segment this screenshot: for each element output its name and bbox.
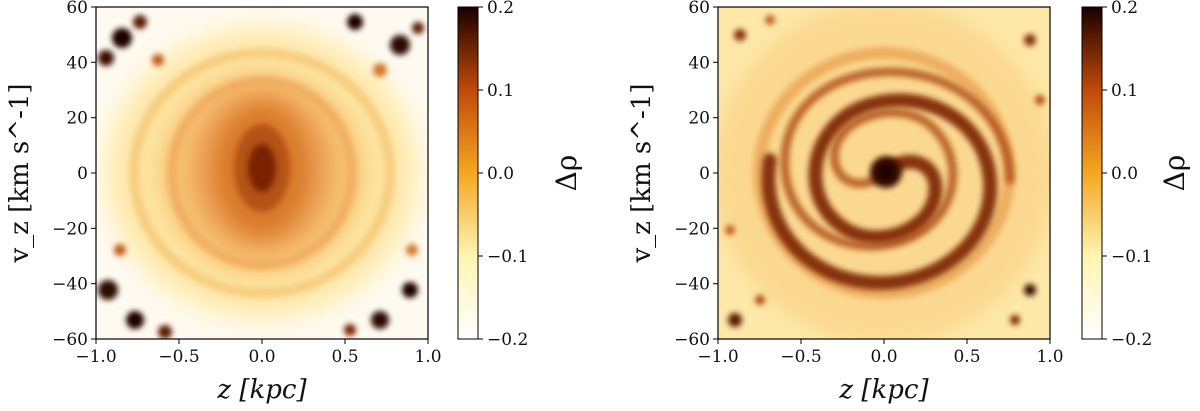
cbar-tick-label-1-0: −0.2 [487,330,528,350]
y-tick-label-1-3: 0 [77,164,88,184]
cbar-tick-label-2-1: −0.1 [1111,247,1152,267]
y-axis-2: −60 −40 −20 0 20 40 60 v_z [km s^-1] [627,0,718,350]
y-tick-label-1-5: 40 [66,53,88,73]
y-tick-label-2-3: 0 [699,164,710,184]
y-tick-label-2-2: −20 [674,219,710,239]
cbar-tick-label-1-3: 0.1 [487,81,514,101]
colorbar-1: −0.2 −0.1 0.0 0.1 0.2 Δρ [457,0,583,350]
colorbar-bar-1 [457,6,479,340]
y-axis-title-2: v_z [km s^-1] [627,83,657,263]
y-tick-label-2-0: −60 [674,330,710,350]
cbar-tick-label-2-2: 0.0 [1111,164,1138,184]
y-tick-label-1-6: 60 [66,0,88,18]
x-tick-label-2-1: −0.5 [780,347,821,367]
heatmap-field-1 [98,14,424,339]
x-axis-title-1: z [kpc] [216,375,307,405]
y-tick-label-1-4: 20 [66,109,88,129]
y-tick-label-1-0: −60 [52,330,88,350]
y-axis-title-1: v_z [km s^-1] [5,83,35,263]
x-axis-1: −1.0 −0.5 0.0 0.5 1.0 z [kpc] [75,339,442,405]
x-tick-label-2-3: 0.5 [953,347,980,367]
colorbar-2: −0.2 −0.1 0.0 0.1 0.2 Δρ [1081,0,1191,350]
cbar-tick-label-1-2: 0.0 [487,164,514,184]
x-tick-label-1-2: 0.0 [248,347,275,367]
y-axis-1: −60 −40 −20 0 20 40 60 v_z [km s^-1] [5,0,96,350]
x-tick-label-1-1: −0.5 [158,347,199,367]
heatmap-field-2 [718,7,1050,339]
cbar-tick-label-2-4: 0.2 [1111,0,1138,18]
y-tick-label-2-5: 40 [688,53,710,73]
y-tick-label-1-2: −20 [52,219,88,239]
cbar-tick-label-1-4: 0.2 [487,0,514,18]
x-tick-label-2-0: −1.0 [697,347,738,367]
heatmap-plot-2: −1.0 −0.5 0.0 0.5 1.0 z [kpc] −60 −40 −2… [627,0,1064,405]
y-tick-label-2-6: 60 [688,0,710,18]
x-tick-label-1-3: 0.5 [331,347,358,367]
y-tick-label-1-1: −40 [52,275,88,295]
x-axis-2: −1.0 −0.5 0.0 0.5 1.0 z [kpc] [697,339,1064,405]
x-axis-title-2: z [kpc] [838,375,929,405]
colorbar-bar-2 [1081,6,1103,340]
cbar-tick-label-2-0: −0.2 [1111,330,1152,350]
panel-2: −1.0 −0.5 0.0 0.5 1.0 z [kpc] −60 −40 −2… [627,0,1191,405]
panel-1: −1.0 −0.5 0.0 0.5 1.0 z [kpc] −60 −40 −2… [5,0,583,405]
x-tick-label-2-4: 1.0 [1036,347,1063,367]
cbar-tick-label-1-1: −0.1 [487,247,528,267]
cbar-tick-label-2-3: 0.1 [1111,81,1138,101]
y-tick-label-2-4: 20 [688,109,710,129]
x-tick-label-1-4: 1.0 [414,347,441,367]
x-tick-label-1-0: −1.0 [75,347,116,367]
colorbar-title-1: Δρ [550,155,583,192]
y-tick-label-2-1: −40 [674,275,710,295]
x-tick-label-2-2: 0.0 [870,347,897,367]
colorbar-title-2: Δρ [1158,155,1191,192]
heatmap-plot-1: −1.0 −0.5 0.0 0.5 1.0 z [kpc] −60 −40 −2… [5,0,442,405]
